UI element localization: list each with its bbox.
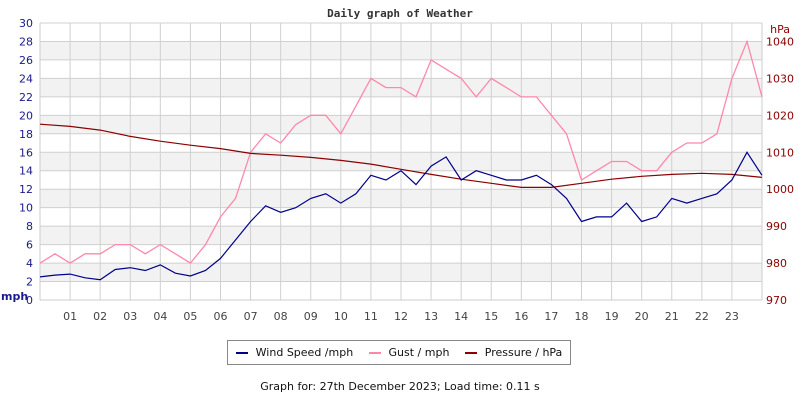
legend: Wind Speed /mph Gust / mph Pressure / hP… — [227, 340, 571, 365]
left-tick-label: 10 — [19, 202, 33, 215]
x-tick-label: 09 — [304, 310, 318, 323]
x-tick-label: 10 — [334, 310, 348, 323]
legend-label: Wind Speed /mph — [255, 346, 354, 359]
right-tick-label: 1030 — [766, 72, 794, 85]
x-tick-label: 05 — [183, 310, 197, 323]
left-tick-label: 14 — [19, 165, 33, 178]
x-tick-label: 22 — [695, 310, 709, 323]
x-tick-label: 18 — [575, 310, 589, 323]
left-tick-label: 20 — [19, 109, 33, 122]
x-tick-label: 11 — [364, 310, 378, 323]
legend-item-gust: Gust / mph — [368, 346, 450, 359]
x-tick-label: 17 — [544, 310, 558, 323]
x-tick-label: 20 — [635, 310, 649, 323]
left-tick-label: 4 — [26, 257, 33, 270]
right-axis-label: hPa — [770, 23, 790, 36]
right-tick-label: 990 — [766, 220, 787, 233]
series-line-pressure — [39, 123, 763, 188]
x-tick-label: 16 — [514, 310, 528, 323]
x-tick-label: 23 — [725, 310, 739, 323]
left-tick-label: 6 — [26, 239, 33, 252]
x-tick-label: 13 — [424, 310, 438, 323]
x-tick-label: 15 — [484, 310, 498, 323]
left-tick-label: 26 — [19, 54, 33, 67]
x-tick-label: 01 — [63, 310, 77, 323]
x-tick-label: 06 — [214, 310, 228, 323]
left-tick-label: 30 — [19, 17, 33, 30]
series-line-gust — [39, 39, 763, 264]
chart-title: Daily graph of Weather — [327, 7, 473, 20]
right-tick-label: 1040 — [766, 35, 794, 48]
legend-item-wind: Wind Speed /mph — [235, 346, 354, 359]
left-tick-label: 24 — [19, 72, 33, 85]
legend-item-pressure: Pressure / hPa — [464, 346, 563, 359]
x-tick-label: 07 — [244, 310, 258, 323]
left-tick-label: 18 — [19, 128, 33, 141]
left-tick-label: 8 — [26, 220, 33, 233]
x-tick-label: 12 — [394, 310, 408, 323]
x-tick-label: 19 — [605, 310, 619, 323]
x-tick-label: 04 — [153, 310, 167, 323]
x-tick-label: 08 — [274, 310, 288, 323]
right-tick-label: 980 — [766, 257, 787, 270]
left-axis-label: mph — [1, 290, 28, 303]
right-tick-label: 1000 — [766, 183, 794, 196]
x-tick-label: 02 — [93, 310, 107, 323]
footer-status: Graph for: 27th December 2023; Load time… — [260, 380, 540, 393]
x-tick-label: 03 — [123, 310, 137, 323]
x-tick-label: 14 — [454, 310, 468, 323]
x-tick-label: 21 — [665, 310, 679, 323]
gust-swatch — [368, 352, 381, 354]
series-line-wind — [39, 151, 763, 281]
legend-label: Gust / mph — [388, 346, 450, 359]
wind-swatch — [235, 352, 248, 354]
left-tick-label: 28 — [19, 35, 33, 48]
right-tick-label: 1020 — [766, 109, 794, 122]
legend-label: Pressure / hPa — [484, 346, 563, 359]
left-tick-label: 22 — [19, 91, 33, 104]
right-tick-label: 970 — [766, 294, 787, 307]
left-tick-label: 0 — [26, 294, 33, 307]
right-tick-label: 1010 — [766, 146, 794, 159]
pressure-swatch — [464, 352, 477, 354]
left-tick-label: 2 — [26, 276, 33, 289]
left-tick-label: 16 — [19, 146, 33, 159]
left-tick-label: 12 — [19, 183, 33, 196]
